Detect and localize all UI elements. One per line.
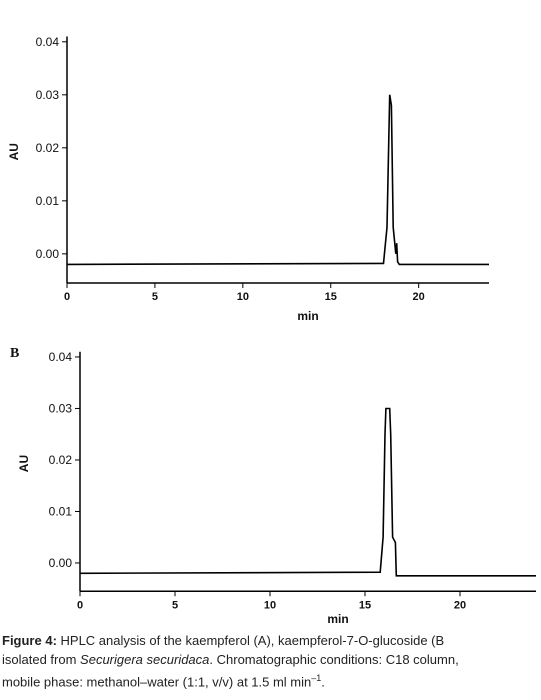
y-tick-label: 0.01 xyxy=(36,194,60,208)
caption-text: isolated from xyxy=(2,651,81,667)
x-tick-label: 5 xyxy=(152,291,158,303)
y-tick-label: 0.02 xyxy=(49,453,73,467)
x-tick-label: 0 xyxy=(77,599,83,611)
caption-text: . xyxy=(321,674,325,690)
caption-text: Figure 4: xyxy=(2,633,57,648)
y-tick-label: 0.04 xyxy=(36,35,60,49)
x-tick-label: 20 xyxy=(413,291,425,303)
trace xyxy=(79,407,536,577)
x-tick-label: 20 xyxy=(454,599,466,611)
y-tick-label: 0.02 xyxy=(36,141,60,155)
caption-text: . Chromatographic conditions: C18 column… xyxy=(209,651,459,667)
y-tick-label: 0.03 xyxy=(36,88,60,102)
y-tick-label: 0.04 xyxy=(49,350,73,364)
y-tick-label: 0.00 xyxy=(36,247,60,261)
x-tick-label: 0 xyxy=(64,291,70,303)
y-axis-label: AU xyxy=(17,455,31,472)
caption-line: Figure 4: HPLC analysis of the kaempfero… xyxy=(2,632,459,651)
caption-text: –1 xyxy=(311,673,322,683)
y-axis-label: AU xyxy=(7,143,21,160)
figure: 0.00 0.01 0.02 0.03 0.04 0 5 10 15 20 min AU 0.00 0.0… xyxy=(7,35,536,626)
x-tick-label: 10 xyxy=(264,599,276,611)
caption-text: mobile phase: methanol–water (1:1, v/v) … xyxy=(2,674,312,690)
x-tick-label: 15 xyxy=(325,291,337,303)
x-axis-label: min xyxy=(327,612,348,626)
caption: Figure 4: HPLC analysis of the kaempfero… xyxy=(2,632,459,692)
panel-label: B xyxy=(10,346,19,361)
trace xyxy=(66,94,489,266)
caption-text: Securigera securidaca xyxy=(80,651,210,667)
caption-line: isolated from Securigera securidaca. Chr… xyxy=(2,651,459,670)
y-tick-label: 0.03 xyxy=(49,401,73,415)
caption-line: mobile phase: methanol–water (1:1, v/v) … xyxy=(2,669,459,692)
x-tick-label: 10 xyxy=(237,291,249,303)
y-tick-label: 0.01 xyxy=(49,504,73,518)
caption-text: HPLC analysis of the kaempferol (A), kae… xyxy=(56,633,445,648)
x-axis-label: min xyxy=(297,309,318,323)
y-tick-label: 0.00 xyxy=(49,556,73,570)
x-tick-label: 15 xyxy=(359,599,371,611)
x-tick-label: 5 xyxy=(172,599,178,611)
